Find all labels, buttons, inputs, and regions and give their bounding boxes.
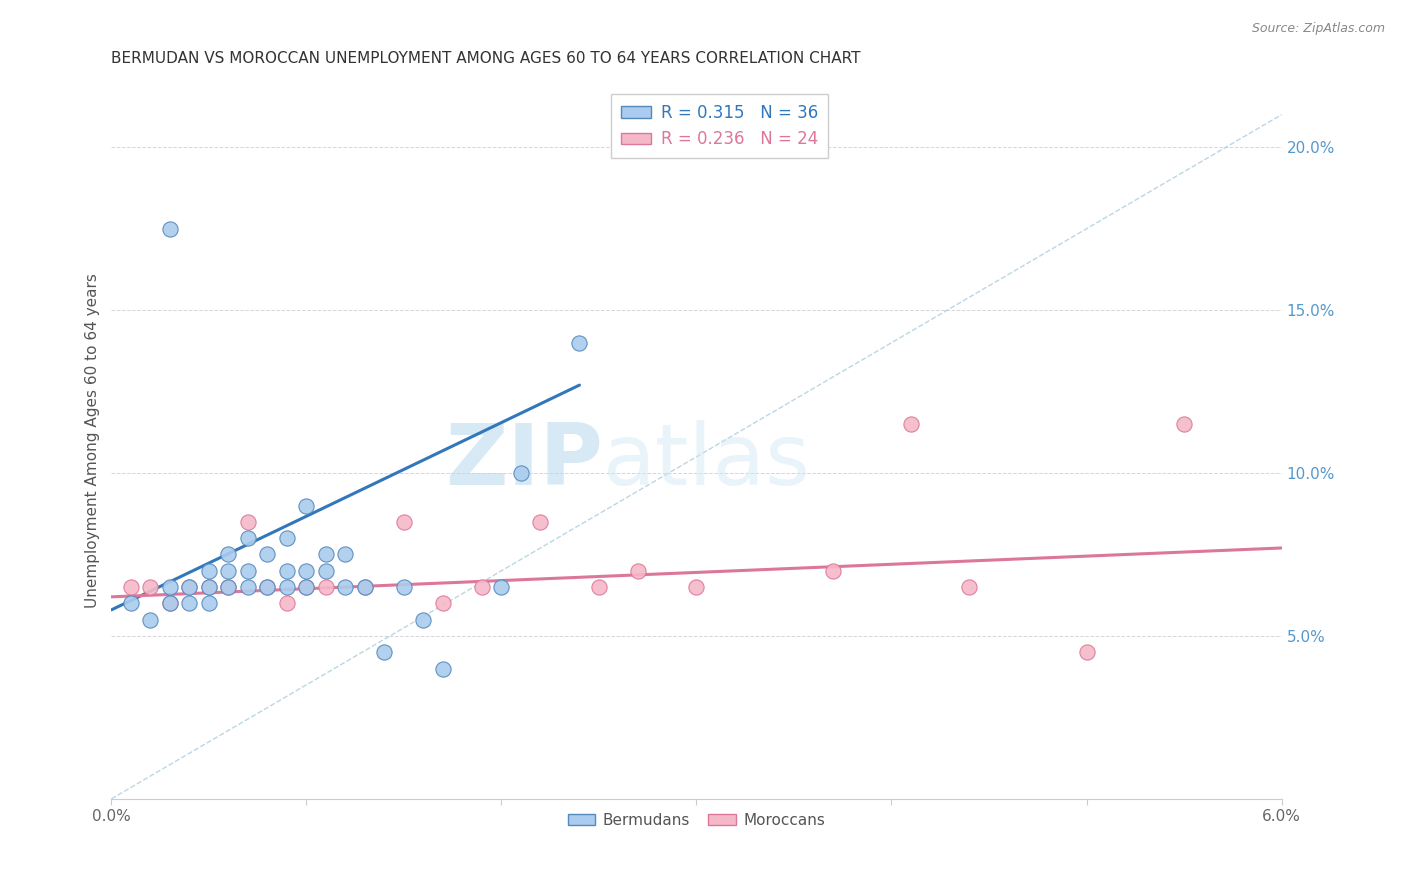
Point: [529, 515, 551, 529]
Point: [510, 466, 533, 480]
Point: [256, 548, 278, 562]
Point: [159, 221, 181, 235]
Text: atlas: atlas: [603, 420, 811, 503]
Point: [159, 596, 181, 610]
Text: Source: ZipAtlas.com: Source: ZipAtlas.com: [1251, 22, 1385, 36]
Point: [471, 580, 494, 594]
Point: [179, 596, 201, 610]
Point: [198, 596, 221, 610]
Point: [392, 580, 415, 594]
Point: [1173, 417, 1195, 432]
Point: [217, 580, 239, 594]
Point: [139, 613, 162, 627]
Point: [276, 531, 298, 545]
Point: [900, 417, 922, 432]
Point: [354, 580, 377, 594]
Point: [491, 580, 513, 594]
Point: [120, 596, 142, 610]
Point: [139, 580, 162, 594]
Y-axis label: Unemployment Among Ages 60 to 64 years: Unemployment Among Ages 60 to 64 years: [86, 273, 100, 608]
Point: [120, 580, 142, 594]
Point: [588, 580, 610, 594]
Point: [315, 564, 337, 578]
Point: [276, 580, 298, 594]
Point: [821, 564, 844, 578]
Point: [392, 515, 415, 529]
Point: [295, 580, 318, 594]
Point: [335, 548, 357, 562]
Point: [159, 580, 181, 594]
Point: [236, 515, 259, 529]
Point: [256, 580, 278, 594]
Point: [315, 580, 337, 594]
Point: [179, 580, 201, 594]
Point: [217, 548, 239, 562]
Point: [685, 580, 707, 594]
Point: [256, 580, 278, 594]
Point: [217, 580, 239, 594]
Point: [335, 580, 357, 594]
Point: [295, 564, 318, 578]
Text: BERMUDAN VS MOROCCAN UNEMPLOYMENT AMONG AGES 60 TO 64 YEARS CORRELATION CHART: BERMUDAN VS MOROCCAN UNEMPLOYMENT AMONG …: [111, 51, 860, 66]
Point: [373, 645, 395, 659]
Point: [236, 564, 259, 578]
Point: [276, 596, 298, 610]
Point: [412, 613, 434, 627]
Point: [432, 661, 454, 675]
Point: [959, 580, 981, 594]
Point: [295, 580, 318, 594]
Point: [315, 548, 337, 562]
Point: [432, 596, 454, 610]
Point: [217, 564, 239, 578]
Point: [276, 564, 298, 578]
Point: [236, 531, 259, 545]
Point: [627, 564, 650, 578]
Point: [198, 580, 221, 594]
Point: [198, 564, 221, 578]
Point: [568, 335, 591, 350]
Legend: Bermudans, Moroccans: Bermudans, Moroccans: [561, 807, 831, 834]
Point: [354, 580, 377, 594]
Text: ZIP: ZIP: [446, 420, 603, 503]
Point: [179, 580, 201, 594]
Point: [159, 596, 181, 610]
Point: [295, 499, 318, 513]
Point: [1076, 645, 1098, 659]
Point: [236, 580, 259, 594]
Point: [198, 580, 221, 594]
